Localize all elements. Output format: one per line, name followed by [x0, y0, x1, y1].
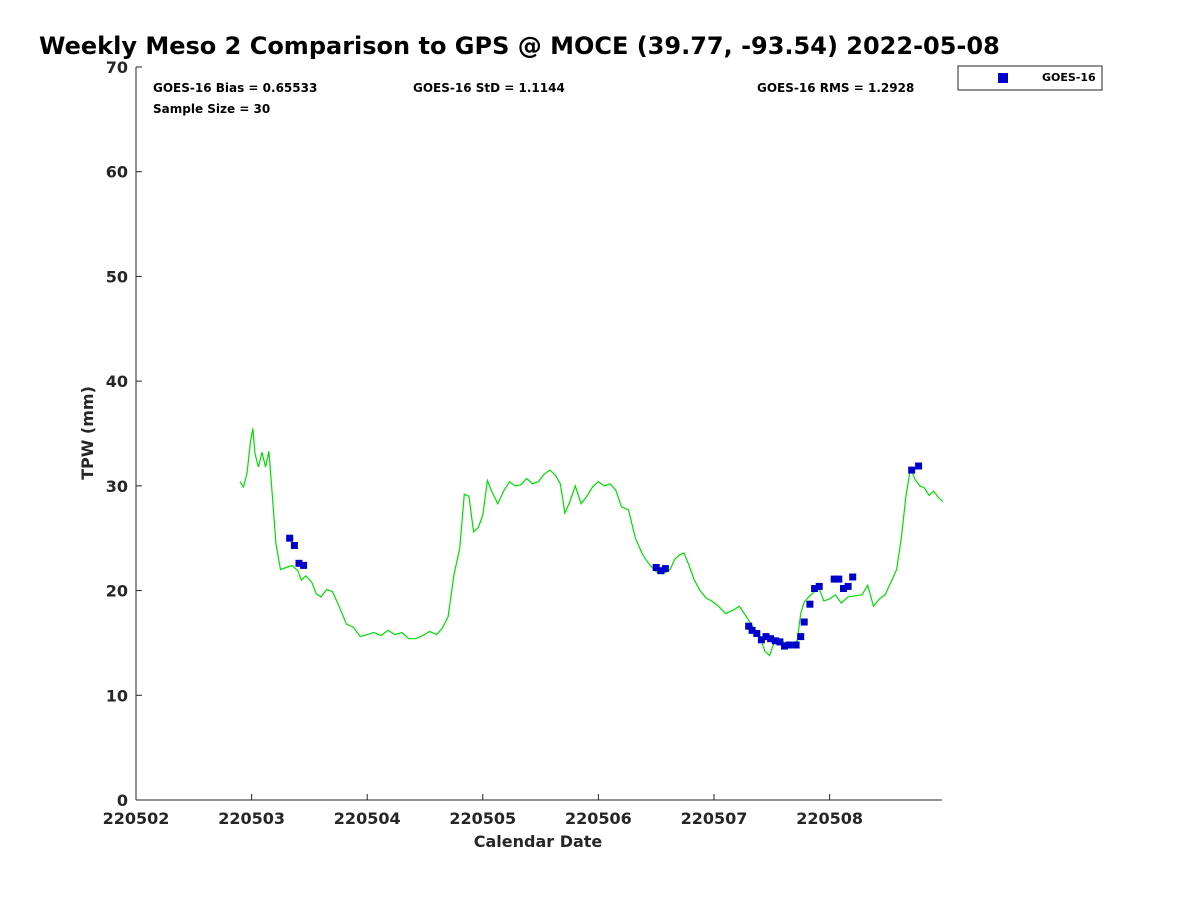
goes16-point: [830, 575, 838, 583]
legend-box: [957, 65, 1103, 91]
y-tick-label: 0: [117, 791, 128, 810]
goes16-point: [811, 585, 819, 592]
goes16-point: [915, 462, 923, 470]
y-tick-label: 70: [106, 58, 128, 77]
gps-line-layer: [239, 428, 944, 657]
goes16-point: [652, 564, 660, 571]
x-tick-label: 220503: [218, 809, 285, 828]
goes16-point: [771, 637, 779, 645]
stat-sample-size: Sample Size = 30: [153, 102, 270, 116]
y-tick-label: 40: [106, 372, 128, 391]
x-tick-label: 220506: [565, 809, 632, 828]
goes16-point: [300, 561, 308, 569]
stat-bias: GOES-16 Bias = 0.65533: [153, 81, 317, 95]
x-tick-label: 220504: [334, 809, 401, 828]
goes16-point: [849, 573, 857, 581]
goes16-point: [785, 641, 793, 649]
goes16-point: [792, 641, 800, 649]
x-axis-label: Calendar Date: [474, 832, 603, 851]
x-tick-label: 220505: [449, 809, 516, 828]
goes16-point: [767, 635, 775, 643]
goes16-point: [815, 582, 823, 590]
goes16-scatter-layer: [286, 462, 923, 650]
x-tick-label: 220507: [681, 809, 748, 828]
goes16-point: [908, 466, 916, 474]
y-tick-label: 60: [106, 163, 128, 182]
goes16-point: [776, 638, 784, 646]
x-tick-label: 220502: [103, 809, 170, 828]
goes16-point: [290, 542, 298, 549]
goes16-point: [745, 622, 753, 630]
x-ticks: 220502 220503 220504 220505 220506 220507 2205…: [103, 794, 863, 828]
chart-title: Weekly Meso 2 Comparison to GPS @ MOCE (…: [39, 32, 1000, 60]
goes16-point: [781, 642, 788, 650]
goes16-point: [748, 626, 756, 634]
x-tick-label: 220508: [796, 809, 863, 828]
goes16-point: [657, 567, 665, 575]
y-tick-label: 30: [106, 477, 128, 496]
goes16-point: [797, 633, 805, 641]
goes16-point: [757, 636, 765, 644]
goes16-point: [286, 534, 294, 542]
gps-line: [239, 428, 944, 657]
goes16-point: [295, 559, 303, 567]
y-ticks: 0 10 20 30 40 50 60 70: [106, 58, 142, 810]
goes16-point: [844, 582, 852, 590]
goes16-point: [800, 618, 808, 626]
goes16-point: [661, 565, 669, 573]
goes16-point: [840, 585, 847, 592]
stat-rms: GOES-16 RMS = 1.2928: [757, 81, 914, 95]
legend: GOES-16: [957, 65, 1103, 91]
goes16-point: [753, 630, 761, 637]
y-axis-label: TPW (mm): [78, 386, 97, 480]
goes16-point: [835, 575, 843, 583]
y-tick-label: 50: [106, 267, 128, 286]
y-tick-label: 10: [106, 686, 128, 705]
legend-label-goes16: GOES-16: [1042, 71, 1096, 84]
goes16-point: [806, 600, 814, 608]
legend-marker-goes16: [998, 73, 1008, 83]
goes16-point: [762, 633, 770, 641]
stat-std: GOES-16 StD = 1.1144: [413, 81, 565, 95]
y-tick-label: 20: [106, 582, 128, 601]
